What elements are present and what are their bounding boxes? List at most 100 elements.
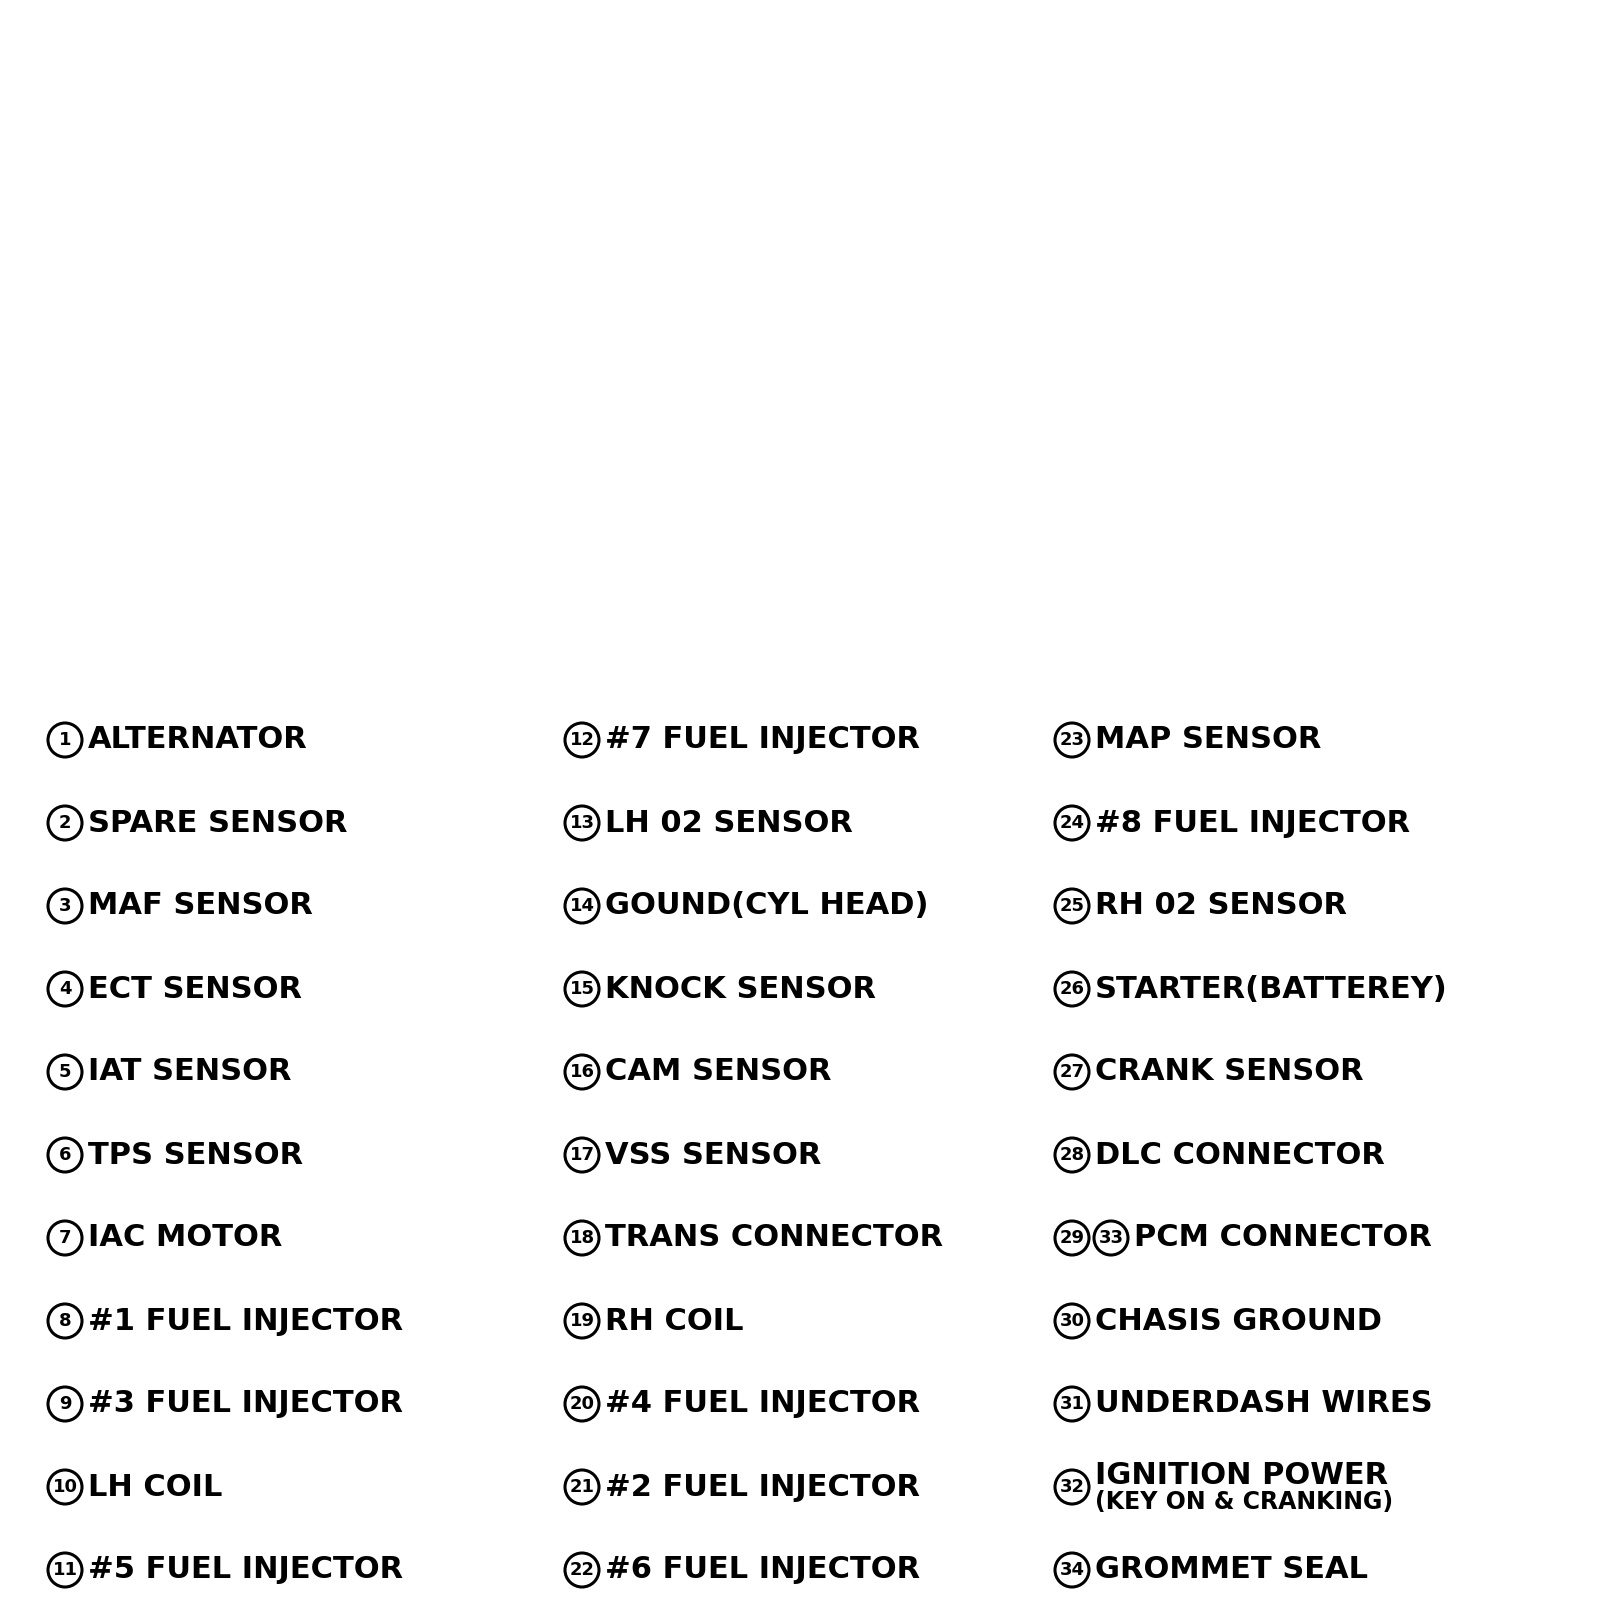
- Text: 12: 12: [570, 731, 595, 749]
- Circle shape: [1054, 1387, 1090, 1421]
- Text: IAC MOTOR: IAC MOTOR: [88, 1224, 282, 1253]
- Text: UNDERDASH WIRES: UNDERDASH WIRES: [1094, 1389, 1432, 1419]
- Text: LH COIL: LH COIL: [88, 1472, 222, 1501]
- Circle shape: [565, 1554, 598, 1587]
- Text: #2 FUEL INJECTOR: #2 FUEL INJECTOR: [605, 1472, 920, 1501]
- Text: 22: 22: [570, 1562, 595, 1579]
- Circle shape: [48, 723, 82, 757]
- Circle shape: [565, 806, 598, 840]
- Text: 10: 10: [53, 1478, 77, 1496]
- Circle shape: [48, 1138, 82, 1171]
- Text: 26: 26: [1059, 979, 1085, 998]
- Circle shape: [1054, 1138, 1090, 1171]
- Circle shape: [1054, 806, 1090, 840]
- Text: 7: 7: [59, 1229, 72, 1246]
- Text: MAP SENSOR: MAP SENSOR: [1094, 725, 1322, 755]
- Text: PCM CONNECTOR: PCM CONNECTOR: [1134, 1224, 1432, 1253]
- Circle shape: [565, 1138, 598, 1171]
- Text: 15: 15: [570, 979, 595, 998]
- Text: ALTERNATOR: ALTERNATOR: [88, 725, 307, 755]
- Text: 14: 14: [570, 898, 595, 915]
- Text: 8: 8: [59, 1312, 72, 1330]
- Text: RH 02 SENSOR: RH 02 SENSOR: [1094, 891, 1347, 920]
- Text: DLC CONNECTOR: DLC CONNECTOR: [1094, 1141, 1386, 1170]
- Text: STARTER(BATTEREY): STARTER(BATTEREY): [1094, 974, 1448, 1003]
- Text: 34: 34: [1059, 1562, 1085, 1579]
- Text: IGNITION POWER: IGNITION POWER: [1094, 1461, 1389, 1491]
- Text: KNOCK SENSOR: KNOCK SENSOR: [605, 974, 877, 1003]
- Text: CAM SENSOR: CAM SENSOR: [605, 1058, 832, 1086]
- Circle shape: [565, 1387, 598, 1421]
- Text: 17: 17: [570, 1146, 595, 1165]
- Text: TRANS CONNECTOR: TRANS CONNECTOR: [605, 1224, 942, 1253]
- Text: 33: 33: [1099, 1229, 1123, 1246]
- Text: ECT SENSOR: ECT SENSOR: [88, 974, 302, 1003]
- Text: CHASIS GROUND: CHASIS GROUND: [1094, 1307, 1382, 1336]
- Circle shape: [1054, 1470, 1090, 1504]
- Circle shape: [48, 1054, 82, 1090]
- Circle shape: [48, 1470, 82, 1504]
- Circle shape: [565, 723, 598, 757]
- Text: SPARE SENSOR: SPARE SENSOR: [88, 808, 347, 837]
- Text: #6 FUEL INJECTOR: #6 FUEL INJECTOR: [605, 1555, 920, 1584]
- Circle shape: [1054, 1221, 1090, 1254]
- Circle shape: [1054, 1054, 1090, 1090]
- Circle shape: [1094, 1221, 1128, 1254]
- Text: #7 FUEL INJECTOR: #7 FUEL INJECTOR: [605, 725, 920, 755]
- Text: GROMMET SEAL: GROMMET SEAL: [1094, 1555, 1368, 1584]
- Text: 32: 32: [1059, 1478, 1085, 1496]
- Circle shape: [48, 890, 82, 923]
- Text: 28: 28: [1059, 1146, 1085, 1165]
- Text: 25: 25: [1059, 898, 1085, 915]
- Text: RH COIL: RH COIL: [605, 1307, 744, 1336]
- Text: 18: 18: [570, 1229, 595, 1246]
- Text: 29: 29: [1059, 1229, 1085, 1246]
- Text: (KEY ON & CRANKING): (KEY ON & CRANKING): [1094, 1490, 1394, 1514]
- Text: 19: 19: [570, 1312, 595, 1330]
- Circle shape: [565, 1470, 598, 1504]
- Circle shape: [48, 1304, 82, 1338]
- Text: 16: 16: [570, 1062, 595, 1082]
- Circle shape: [565, 971, 598, 1006]
- Text: 20: 20: [570, 1395, 595, 1413]
- Circle shape: [48, 806, 82, 840]
- Circle shape: [48, 1387, 82, 1421]
- Text: #8 FUEL INJECTOR: #8 FUEL INJECTOR: [1094, 808, 1410, 837]
- Circle shape: [48, 1554, 82, 1587]
- Text: TPS SENSOR: TPS SENSOR: [88, 1141, 302, 1170]
- Text: 1: 1: [59, 731, 72, 749]
- Text: 13: 13: [570, 814, 595, 832]
- Circle shape: [1054, 723, 1090, 757]
- Circle shape: [565, 1304, 598, 1338]
- Text: 9: 9: [59, 1395, 72, 1413]
- Text: 11: 11: [53, 1562, 77, 1579]
- Circle shape: [1054, 971, 1090, 1006]
- Text: 6: 6: [59, 1146, 72, 1165]
- Text: VSS SENSOR: VSS SENSOR: [605, 1141, 821, 1170]
- Text: 3: 3: [59, 898, 72, 915]
- Text: GOUND(CYL HEAD): GOUND(CYL HEAD): [605, 891, 928, 920]
- Circle shape: [1054, 1304, 1090, 1338]
- Text: #4 FUEL INJECTOR: #4 FUEL INJECTOR: [605, 1389, 920, 1419]
- Circle shape: [1054, 1554, 1090, 1587]
- Circle shape: [1054, 890, 1090, 923]
- Text: 5: 5: [59, 1062, 72, 1082]
- Text: 24: 24: [1059, 814, 1085, 832]
- Text: 23: 23: [1059, 731, 1085, 749]
- Text: 27: 27: [1059, 1062, 1085, 1082]
- Circle shape: [565, 890, 598, 923]
- Text: 2: 2: [59, 814, 72, 832]
- Text: IAT SENSOR: IAT SENSOR: [88, 1058, 291, 1086]
- Circle shape: [48, 971, 82, 1006]
- Text: MAF SENSOR: MAF SENSOR: [88, 891, 314, 920]
- Text: #3 FUEL INJECTOR: #3 FUEL INJECTOR: [88, 1389, 403, 1419]
- Text: #5 FUEL INJECTOR: #5 FUEL INJECTOR: [88, 1555, 403, 1584]
- Bar: [0, 698, 1600, 1600]
- Text: CRANK SENSOR: CRANK SENSOR: [1094, 1058, 1363, 1086]
- Circle shape: [565, 1221, 598, 1254]
- Circle shape: [565, 1054, 598, 1090]
- Circle shape: [48, 1221, 82, 1254]
- Text: LH 02 SENSOR: LH 02 SENSOR: [605, 808, 853, 837]
- Text: 31: 31: [1059, 1395, 1085, 1413]
- Text: 30: 30: [1059, 1312, 1085, 1330]
